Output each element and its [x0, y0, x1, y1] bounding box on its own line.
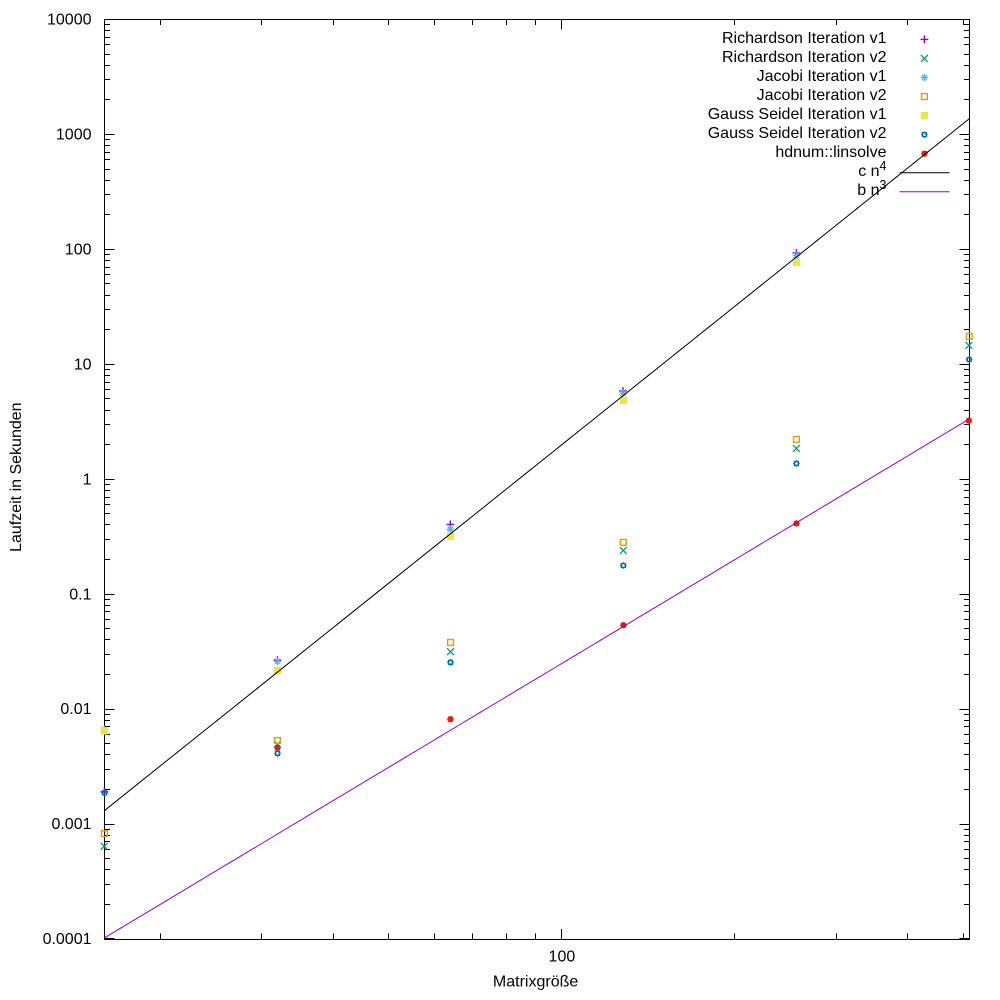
svg-text:0.001: 0.001 — [51, 816, 91, 833]
svg-text:hdnum::linsolve: hdnum::linsolve — [775, 144, 886, 161]
svg-text:100: 100 — [549, 949, 576, 966]
svg-text:Richardson Iteration v1: Richardson Iteration v1 — [722, 30, 887, 47]
svg-text:Gauss Seidel Iteration v1: Gauss Seidel Iteration v1 — [708, 106, 887, 123]
svg-text:Jacobi Iteration v2: Jacobi Iteration v2 — [757, 87, 887, 104]
svg-text:0.0001: 0.0001 — [43, 931, 92, 948]
svg-text:Gauss Seidel Iteration v2: Gauss Seidel Iteration v2 — [708, 125, 887, 142]
svg-text:Jacobi Iteration v1: Jacobi Iteration v1 — [757, 68, 887, 85]
svg-text:10000: 10000 — [47, 12, 92, 29]
svg-text:1: 1 — [83, 471, 92, 488]
svg-text:Richardson Iteration v2: Richardson Iteration v2 — [722, 49, 887, 66]
svg-text:0.1: 0.1 — [69, 586, 91, 603]
svg-text:Laufzeit in Sekunden: Laufzeit in Sekunden — [8, 402, 25, 551]
svg-text:Matrixgröße: Matrixgröße — [493, 973, 578, 990]
svg-text:c n4: c n4 — [858, 159, 886, 180]
svg-text:b n3: b n3 — [857, 178, 886, 199]
svg-text:100: 100 — [65, 242, 92, 259]
svg-text:1000: 1000 — [56, 127, 92, 144]
svg-text:10: 10 — [74, 356, 92, 373]
svg-text:0.01: 0.01 — [60, 701, 91, 718]
